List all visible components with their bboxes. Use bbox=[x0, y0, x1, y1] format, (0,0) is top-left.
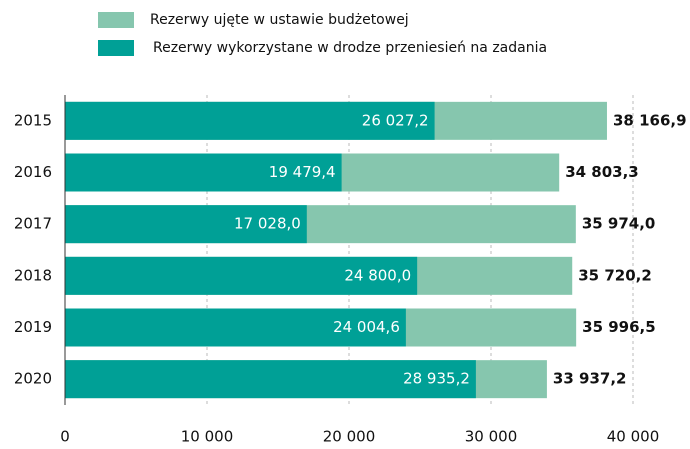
value-label: 28 935,2 bbox=[403, 370, 470, 388]
x-tick-label: 30 000 bbox=[465, 428, 518, 446]
bar bbox=[65, 205, 307, 244]
legend-label: Rezerwy ujęte w ustawie budżetowej bbox=[150, 12, 409, 28]
bar bbox=[65, 308, 406, 347]
value-label: 17 028,0 bbox=[234, 215, 301, 233]
y-tick-label: 2019 bbox=[14, 318, 52, 336]
value-label: 33 937,2 bbox=[553, 370, 627, 388]
y-tick-label: 2017 bbox=[14, 215, 52, 233]
value-label: 26 027,2 bbox=[362, 111, 429, 129]
bar bbox=[65, 101, 435, 140]
value-label: 24 004,6 bbox=[333, 318, 400, 336]
value-label: 35 996,5 bbox=[582, 318, 656, 336]
x-tick-label: 0 bbox=[60, 428, 70, 446]
legend-swatch bbox=[98, 40, 134, 56]
value-label: 19 479,4 bbox=[269, 163, 336, 181]
bar bbox=[65, 256, 418, 295]
y-tick-label: 2020 bbox=[14, 370, 52, 388]
x-tick-label: 10 000 bbox=[181, 428, 234, 446]
value-label: 24 800,0 bbox=[344, 266, 411, 284]
value-label: 35 974,0 bbox=[582, 215, 656, 233]
value-label: 35 720,2 bbox=[578, 266, 652, 284]
x-tick-label: 40 000 bbox=[607, 428, 660, 446]
bar bbox=[65, 360, 476, 399]
y-tick-label: 2018 bbox=[14, 266, 52, 284]
x-tick-label: 20 000 bbox=[323, 428, 376, 446]
value-label: 34 803,3 bbox=[565, 163, 639, 181]
y-tick-label: 2016 bbox=[14, 163, 52, 181]
bar bbox=[65, 153, 342, 192]
y-tick-label: 2015 bbox=[14, 111, 52, 129]
value-label: 38 166,9 bbox=[613, 111, 687, 129]
legend-label: Rezerwy wykorzystane w drodze przeniesie… bbox=[153, 40, 547, 56]
legend-swatch bbox=[98, 12, 134, 28]
